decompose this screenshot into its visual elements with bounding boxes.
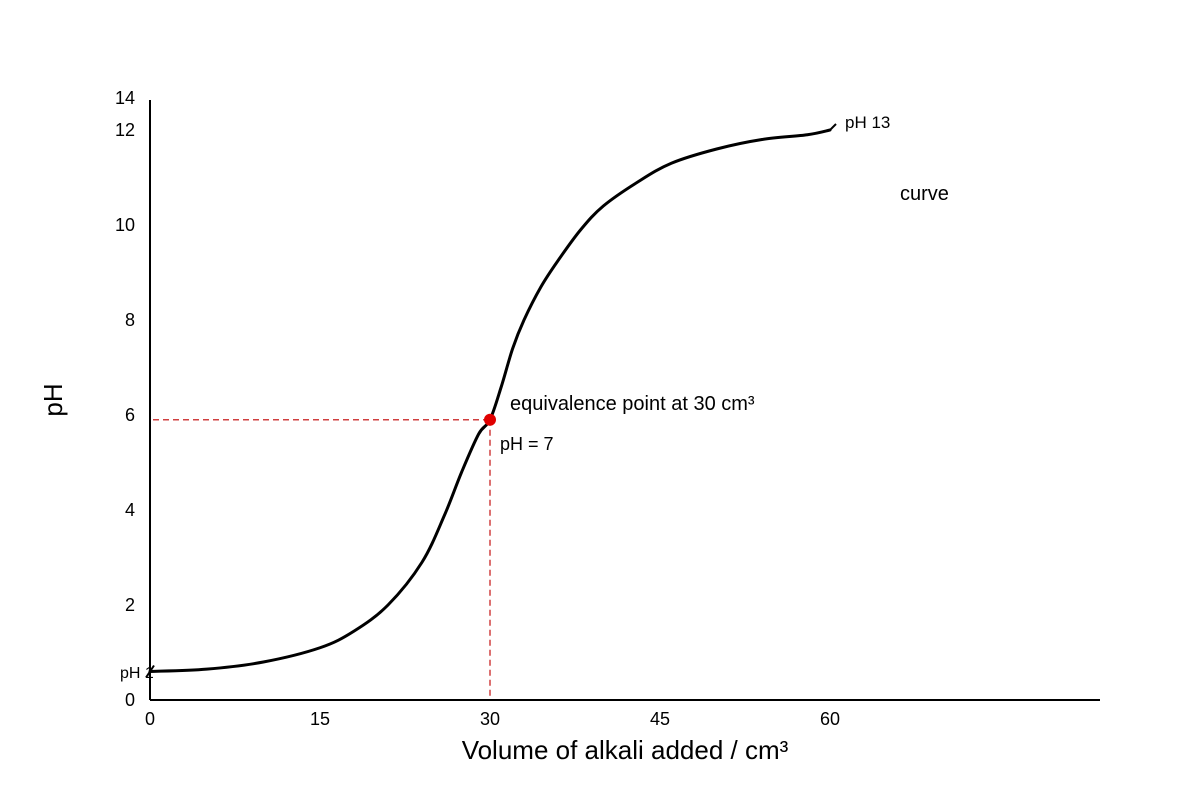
y-tick-label: 4 — [125, 500, 135, 520]
start-label: pH 1 — [120, 665, 154, 682]
x-tick-label: 0 — [145, 709, 155, 729]
guide-lines — [153, 419, 491, 700]
y-axis-title: pH — [38, 383, 68, 416]
x-tick-label: 30 — [480, 709, 500, 729]
equivalence-point-marker — [484, 413, 496, 426]
y-tick-labels: 0 2 4 6 8 10 12 14 — [115, 88, 135, 710]
equivalence-label: equivalence point at 30 cm³ — [510, 393, 755, 415]
x-tick-label: 60 — [820, 709, 840, 729]
x-axis-title: Volume of alkali added / cm³ — [462, 735, 789, 765]
y-tick-label: 12 — [115, 120, 135, 140]
markers — [484, 413, 496, 426]
curve-end-hook — [829, 123, 837, 131]
titration-curve — [148, 128, 832, 673]
y-tick-label: 2 — [125, 595, 135, 615]
y-tick-label: 10 — [115, 215, 135, 235]
x-tick-label: 15 — [310, 709, 330, 729]
y-tick-label: 14 — [115, 88, 135, 108]
y-tick-label: 0 — [125, 690, 135, 710]
y-tick-label: 6 — [125, 405, 135, 425]
end-label: pH 13 — [845, 113, 890, 132]
x-tick-labels: 0 15 30 45 60 — [145, 709, 840, 729]
axes — [149, 100, 1100, 701]
curve-label: curve — [900, 183, 949, 205]
ph7-label: pH = 7 — [500, 434, 554, 454]
curve-start-hook — [145, 664, 155, 679]
x-tick-label: 45 — [650, 709, 670, 729]
y-tick-label: 8 — [125, 310, 135, 330]
series-group — [145, 123, 837, 679]
